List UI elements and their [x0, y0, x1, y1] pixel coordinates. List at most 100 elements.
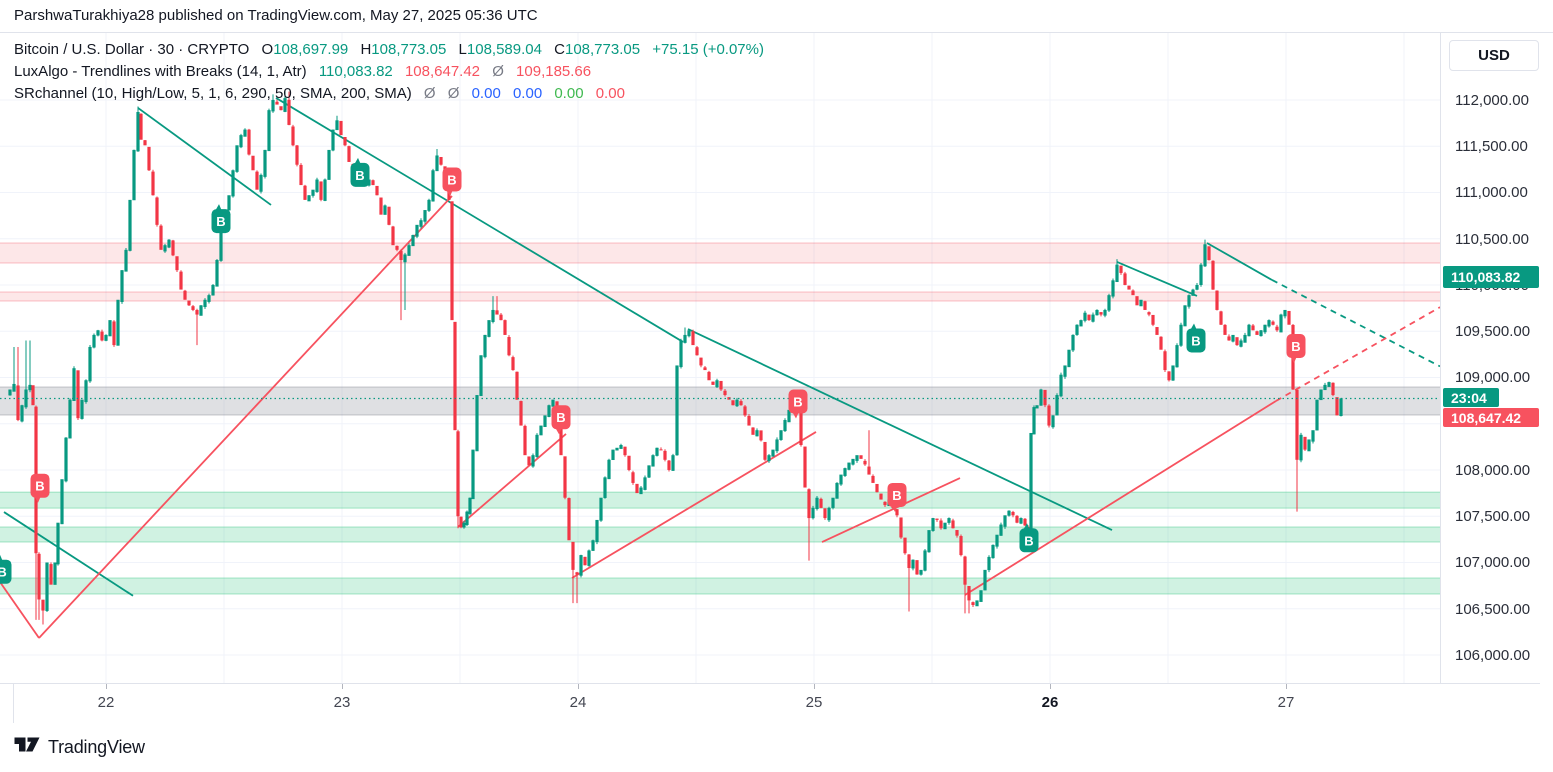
time-axis-left-border	[13, 684, 14, 723]
red-trendline	[821, 477, 961, 543]
svg-text:B: B	[793, 395, 802, 410]
time-tick: 25	[805, 694, 823, 711]
breakout-label-bull: B	[211, 204, 231, 234]
ohlc-close-value: 108,773.05	[564, 41, 641, 58]
ohlc-close-label: C	[554, 41, 565, 58]
svg-text:B: B	[35, 479, 44, 494]
breakout-label-bear: B	[551, 405, 571, 435]
srchannel-value-3: 0.00	[554, 85, 584, 102]
price-tick: 110,500.00	[1455, 230, 1529, 248]
price-axis[interactable]: USD 112,000.00 111,500.00 111,000.00 110,50…	[1440, 33, 1540, 683]
teal-trendline	[3, 511, 134, 597]
plot-root: B B B B B B B B B B B	[0, 33, 1440, 683]
support-zone-3	[0, 577, 1440, 595]
srchannel-phi-2: Ø	[447, 85, 460, 102]
svg-text:B: B	[447, 173, 456, 188]
ohlc-open-label: O	[261, 41, 274, 58]
svg-text:B: B	[216, 214, 225, 229]
tradingview-logo[interactable]: TradingView	[14, 737, 145, 758]
axis-value-label: 110,083.82	[1443, 266, 1539, 289]
breakout-label-bear: B	[442, 167, 462, 197]
axis-value-label: 23:04	[1443, 388, 1499, 408]
price-tick: 111,500.00	[1455, 138, 1528, 156]
ohlc-high-value: 108,773.05	[371, 41, 447, 58]
price-tick: 112,000.00	[1455, 91, 1529, 109]
time-tick-mark	[106, 684, 107, 689]
srchannel-value-4: 0.00	[595, 85, 625, 102]
tradingview-logo-icon	[14, 737, 40, 752]
price-tick: 107,000.00	[1455, 554, 1531, 572]
symbol-title: Bitcoin / U.S. Dollar · 30 · CRYPTO	[14, 41, 250, 58]
breakout-label-bull: B	[0, 554, 12, 584]
time-tick-mark	[342, 684, 343, 689]
luxalgo-lower-value: 108,647.42	[404, 63, 481, 80]
red-trendline-projection	[1275, 306, 1440, 402]
teal-trendline	[687, 328, 1113, 531]
mid-zone	[0, 386, 1440, 416]
svg-text:B: B	[0, 565, 7, 580]
resistance-zone-1	[0, 242, 1440, 264]
teal-trendline	[1116, 261, 1198, 297]
chart-legend: Bitcoin / U.S. Dollar · 30 · CRYPTO O 108…	[14, 41, 764, 107]
breakout-label-bear: B	[788, 389, 808, 419]
time-tick-mark	[1286, 684, 1287, 689]
red-trendline	[0, 581, 40, 639]
luxalgo-upper-value: 110,083.82	[318, 63, 393, 80]
currency-button[interactable]: USD	[1449, 40, 1539, 71]
price-tick: 108,000.00	[1455, 461, 1531, 479]
support-zone-2	[0, 526, 1440, 543]
svg-text:B: B	[1024, 533, 1033, 548]
price-chart[interactable]: B B B B B B B B B B B	[0, 33, 1440, 683]
price-tick: 109,000.00	[1455, 369, 1531, 387]
ohlc-low-value: 108,589.04	[466, 41, 542, 58]
breakout-label-bull: B	[350, 157, 370, 187]
time-tick: 26	[1041, 694, 1059, 711]
svg-text:B: B	[355, 168, 364, 183]
resistance-zone-2	[0, 291, 1440, 302]
srchannel-phi-1: Ø	[423, 85, 436, 102]
srchannel-value-1: 0.00	[471, 85, 501, 102]
price-tick: 109,500.00	[1455, 323, 1531, 341]
time-tick: 24	[569, 694, 587, 711]
tradingview-logo-text: TradingView	[48, 737, 145, 757]
red-trendline	[38, 195, 453, 639]
svg-text:B: B	[892, 488, 901, 503]
legend-srchannel-row[interactable]: SRchannel (10, High/Low, 5, 1, 6, 290, 5…	[14, 85, 764, 107]
breakout-label-bull: B	[1186, 323, 1206, 353]
price-tick: 106,500.00	[1455, 600, 1531, 618]
time-tick-mark	[578, 684, 579, 689]
svg-text:B: B	[1191, 333, 1200, 348]
time-axis[interactable]: 22 23 24 25 26 27	[0, 683, 1540, 723]
time-tick: 27	[1277, 694, 1295, 711]
price-tick: 107,500.00	[1455, 508, 1531, 526]
time-tick-mark	[814, 684, 815, 689]
svg-text:B: B	[556, 410, 565, 425]
chart-frame: B B B B B B B B B B B Bitcoin / U.S. Dollar · 30 ·…	[0, 33, 1540, 723]
red-trendline	[457, 433, 567, 528]
publish-header: ParshwaTurakhiya28 published on TradingV…	[0, 0, 1553, 33]
price-tick: 106,000.00	[1455, 646, 1531, 664]
teal-trendline	[275, 97, 684, 343]
indicator-srchannel-title: SRchannel (10, High/Low, 5, 1, 6, 290, 5…	[14, 85, 412, 102]
srchannel-value-2: 0.00	[512, 85, 543, 102]
candles	[8, 91, 1343, 625]
grid	[0, 33, 1440, 683]
red-trendline	[964, 400, 1277, 596]
breakout-label-bear: B	[887, 482, 907, 512]
legend-luxalgo-row[interactable]: LuxAlgo - Trendlines with Breaks (14, 1,…	[14, 63, 764, 85]
time-tick: 22	[97, 694, 115, 711]
legend-symbol-row[interactable]: Bitcoin / U.S. Dollar · 30 · CRYPTO O 108…	[14, 41, 764, 63]
axis-value-label: 108,647.42	[1443, 408, 1539, 428]
luxalgo-phi-symbol: Ø	[492, 63, 504, 80]
indicator-luxalgo-title: LuxAlgo - Trendlines with Breaks (14, 1,…	[14, 63, 307, 80]
luxalgo-avg-value: 109,185.66	[516, 63, 592, 80]
red-trendline	[571, 431, 817, 579]
time-tick: 23	[333, 694, 351, 711]
change-value: +75.15 (+0.07%)	[652, 41, 764, 58]
svg-text:B: B	[1291, 339, 1300, 354]
time-tick-mark	[1050, 684, 1051, 689]
teal-trendline	[1206, 242, 1273, 281]
breakout-label-bull: B	[1019, 523, 1039, 553]
ohlc-low-label: L	[458, 41, 467, 58]
